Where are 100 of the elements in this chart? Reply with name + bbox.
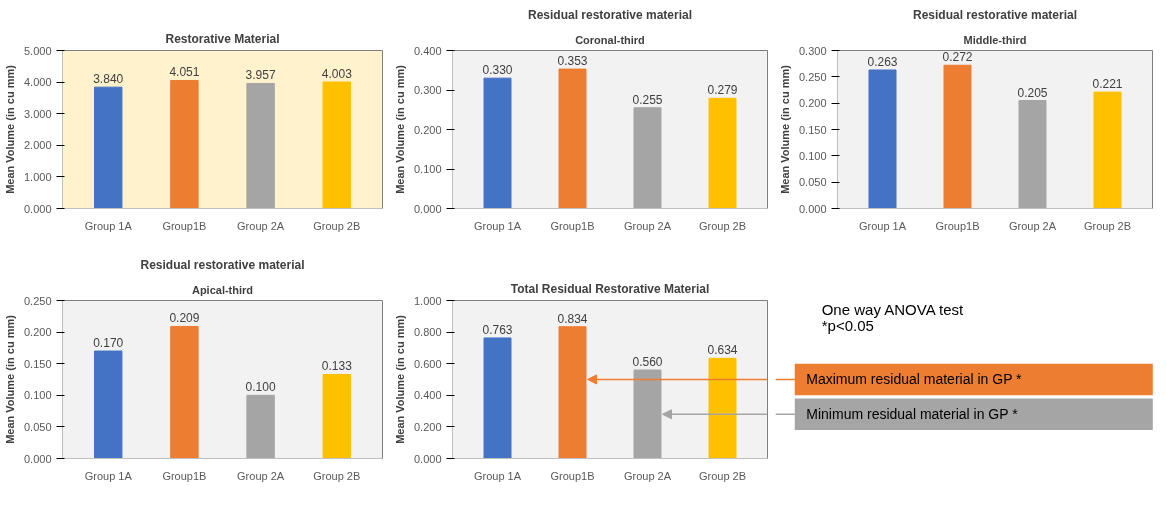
data-label: 0.560 — [632, 355, 663, 370]
data-label: 0.209 — [169, 311, 200, 326]
y-tick-label: 4.000 — [23, 76, 52, 89]
data-label: 0.133 — [321, 359, 353, 374]
bar — [94, 86, 123, 209]
y-tick-label: 0.600 — [413, 357, 442, 370]
x-tick-label: Group1B — [162, 469, 207, 482]
chart-subtitle: Middle-third — [963, 33, 1027, 46]
y-tick-label: 0.400 — [413, 389, 442, 402]
y-tick-label: 0.400 — [413, 44, 442, 57]
y-tick-label: 0.300 — [798, 44, 827, 57]
y-tick-label: 0.050 — [798, 176, 827, 189]
bar — [322, 81, 351, 209]
data-label: 0.100 — [245, 380, 276, 395]
y-tick-label: 0.200 — [23, 326, 52, 339]
y-tick-label: 0.100 — [413, 163, 442, 175]
bar — [483, 337, 512, 459]
bar — [483, 77, 512, 209]
bar — [246, 394, 275, 459]
x-tick-label: Group 2B — [313, 469, 361, 482]
y-axis-title: Mean Volume (in cu mm) — [393, 64, 406, 194]
bar — [633, 107, 662, 209]
y-tick-label: 0.050 — [23, 420, 52, 433]
y-tick-label: 0.250 — [23, 294, 52, 307]
y-tick-label: 1.000 — [413, 294, 442, 307]
bar — [708, 357, 737, 459]
y-tick-label: 0.100 — [23, 389, 52, 402]
bar — [558, 68, 587, 209]
y-tick-label: 0.100 — [798, 149, 827, 162]
data-label: 0.763 — [482, 322, 513, 337]
x-tick-label: Group 2A — [623, 469, 672, 482]
y-tick-label: 0.800 — [413, 326, 442, 339]
y-tick-label: 0.150 — [798, 123, 827, 136]
y-tick-label: 0.000 — [413, 452, 442, 465]
x-tick-label: Group1B — [550, 219, 595, 232]
text: One way ANOVA test — [821, 301, 964, 319]
y-axis-title: Mean Volume (in cu mm) — [393, 314, 406, 444]
x-tick-label: Group 2A — [237, 469, 285, 482]
bar — [943, 64, 972, 209]
y-tick-label: 2.000 — [23, 139, 52, 152]
y-tick-label: 0.200 — [798, 97, 827, 110]
x-tick-label: Group 2B — [698, 219, 747, 232]
y-tick-label: 0.200 — [413, 123, 442, 136]
x-tick-label: Group 2B — [698, 469, 747, 482]
y-tick-label: 0.250 — [798, 70, 827, 83]
bar — [170, 325, 199, 459]
bar — [246, 82, 275, 209]
x-tick-label: Group 1A — [858, 219, 907, 232]
y-tick-label: 0.000 — [798, 202, 827, 215]
bar — [170, 79, 199, 209]
y-tick-label: 3.000 — [23, 107, 52, 120]
y-tick-label: 1.000 — [23, 170, 52, 183]
chart-title: Total Residual Restorative Material — [510, 281, 710, 296]
x-tick-label: Group 2A — [237, 219, 285, 232]
chart-title: Residual restorative material — [140, 257, 305, 272]
y-axis-title: Mean Volume (in cu mm) — [778, 64, 791, 194]
chart-title: Restorative Material — [165, 31, 280, 46]
data-label: 4.003 — [321, 67, 353, 82]
y-axis-title: Mean Volume (in cu mm) — [3, 64, 16, 194]
data-label: 0.255 — [632, 92, 663, 107]
x-tick-label: Group 2A — [1008, 219, 1057, 232]
x-tick-label: Group 2B — [313, 219, 361, 232]
y-axis-title: Mean Volume (in cu mm) — [3, 314, 16, 444]
x-tick-label: Group 1A — [84, 469, 133, 482]
text: Minimum residual material in GP * — [806, 406, 1019, 423]
y-tick-label: 0.000 — [23, 202, 52, 215]
y-tick-label: 0.300 — [413, 84, 442, 96]
x-tick-label: Group 2A — [623, 219, 672, 232]
bar — [708, 97, 737, 209]
data-label: 0.205 — [1017, 85, 1048, 100]
text: *p<0.05 — [821, 317, 874, 335]
bar — [1018, 100, 1047, 209]
bar — [94, 350, 123, 459]
chart-subtitle: Coronal-third — [575, 33, 645, 46]
y-tick-label: 5.000 — [23, 44, 52, 57]
y-tick-label: 0.200 — [413, 420, 442, 433]
x-tick-label: Group 1A — [473, 469, 522, 482]
x-tick-label: Group 1A — [84, 219, 133, 232]
x-tick-label: Group1B — [162, 219, 207, 232]
data-label: 3.957 — [245, 68, 276, 83]
y-tick-label: 0.000 — [413, 202, 442, 215]
y-tick-label: 0.000 — [23, 452, 52, 465]
data-label: 4.051 — [169, 65, 200, 80]
x-tick-label: Group1B — [550, 469, 595, 482]
bar — [322, 373, 351, 459]
data-label: 0.330 — [482, 63, 513, 78]
bar — [868, 69, 897, 209]
text: Maximum residual material in GP * — [806, 371, 1023, 388]
data-label: 0.634 — [707, 343, 738, 358]
chart-subtitle: Apical-third — [191, 283, 254, 296]
chart-title: Residual restorative material — [527, 7, 693, 22]
bar — [1093, 91, 1122, 209]
data-label: 0.221 — [1092, 77, 1123, 92]
y-tick-label: 0.150 — [23, 357, 52, 370]
data-label: 0.353 — [557, 54, 588, 69]
x-tick-label: Group 1A — [473, 219, 522, 232]
chart-title: Residual restorative material — [912, 7, 1078, 22]
data-label: 3.840 — [93, 72, 124, 87]
data-label: 0.834 — [557, 311, 588, 326]
data-label: 0.279 — [707, 83, 738, 98]
